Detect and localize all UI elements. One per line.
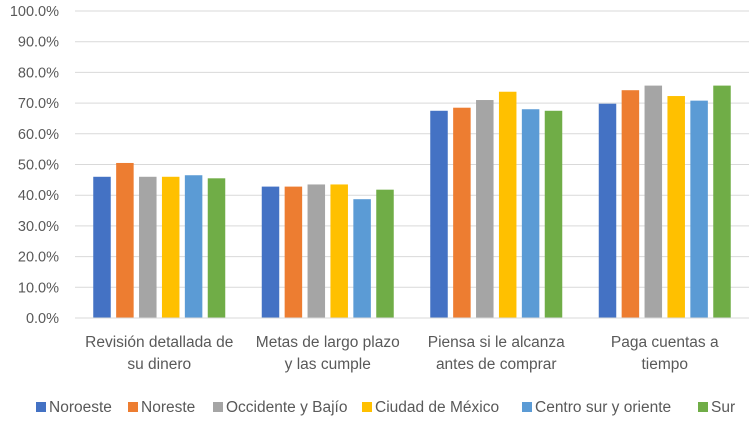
legend-label: Centro sur y oriente [535, 399, 671, 416]
bar [330, 184, 348, 318]
bar [498, 91, 517, 318]
y-tick-label: 50.0% [18, 158, 59, 174]
category-label: Revisión detallada de [85, 334, 233, 351]
y-tick-label: 10.0% [18, 280, 59, 296]
bar [116, 162, 134, 318]
category-label: Metas de largo plazo [256, 334, 400, 351]
legend-swatch [362, 402, 372, 412]
bar [544, 110, 563, 319]
bar [621, 90, 640, 319]
bar [644, 85, 663, 318]
legend-swatch [128, 402, 138, 412]
legend-label: Sur [711, 399, 735, 416]
bar [453, 107, 471, 318]
bar [690, 100, 708, 318]
legend-label: Ciudad de México [375, 399, 499, 416]
legend-swatch [36, 402, 46, 412]
bar [307, 184, 326, 318]
legend-label: Noroeste [49, 399, 112, 416]
y-tick-label: 90.0% [18, 35, 59, 51]
bar [667, 96, 685, 318]
bar [93, 176, 111, 318]
y-tick-label: 0.0% [26, 311, 59, 327]
bar [207, 178, 226, 318]
legend-swatch [522, 402, 532, 412]
legend-label: Noreste [141, 399, 195, 416]
bar [713, 85, 731, 318]
bar [261, 186, 280, 318]
legend-swatch [213, 402, 223, 412]
bar [476, 100, 494, 318]
bar [430, 110, 448, 319]
y-tick-label: 30.0% [18, 219, 59, 235]
category-label: Piensa si le alcanza [428, 334, 565, 351]
bar [598, 103, 617, 319]
y-tick-label: 70.0% [18, 96, 59, 112]
category-label: su dinero [127, 356, 191, 373]
y-tick-label: 80.0% [18, 65, 59, 81]
bar [284, 186, 303, 318]
bars [93, 85, 731, 319]
category-labels: Revisión detallada de su dinero Metas de l… [85, 334, 719, 373]
legend-swatch [698, 402, 708, 412]
y-axis-tick-labels: 0.0% 10.0% 20.0% 30.0% 40.0% 50.0% 60.0% 70.0% 8… [10, 4, 59, 327]
bar [161, 176, 180, 318]
bar [521, 109, 540, 319]
bar [376, 189, 394, 318]
y-tick-label: 60.0% [18, 127, 59, 143]
y-tick-label: 100.0% [10, 4, 59, 20]
y-tick-label: 20.0% [18, 250, 59, 266]
category-label: tiempo [641, 356, 688, 373]
legend-label: Occidente y Bajío [226, 399, 347, 416]
category-label: Paga cuentas a [611, 334, 719, 351]
bar [139, 176, 157, 318]
category-label: y las cumple [285, 356, 371, 373]
bar [184, 175, 203, 318]
legend: Noroeste Noreste Occidente y Bajío Ciudad d… [36, 399, 735, 416]
y-tick-label: 40.0% [18, 188, 59, 204]
bar [353, 199, 371, 318]
category-label: antes de comprar [436, 356, 557, 373]
